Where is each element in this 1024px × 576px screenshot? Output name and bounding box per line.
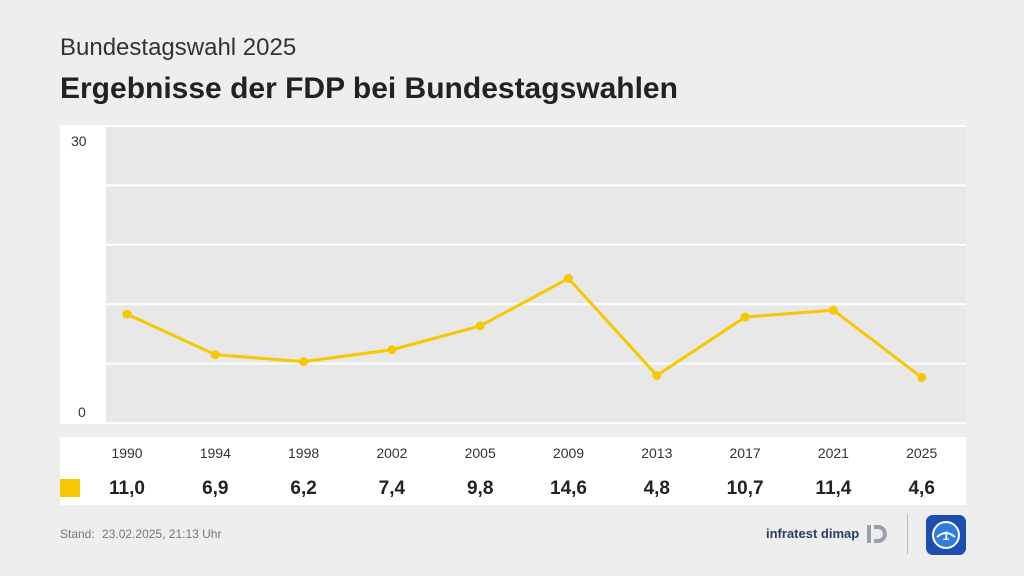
chart-title: Ergebnisse der FDP bei Bundestagswahlen bbox=[60, 72, 678, 105]
legend-swatch bbox=[60, 479, 80, 497]
data-point bbox=[299, 357, 309, 367]
data-label: 9,8 bbox=[466, 478, 494, 499]
tagesschau-icon: 1 bbox=[926, 515, 966, 555]
logo-divider bbox=[907, 514, 908, 554]
data-point bbox=[917, 372, 927, 382]
series-line bbox=[126, 276, 923, 379]
data-point bbox=[828, 305, 838, 315]
x-tick-label: 1994 bbox=[199, 445, 231, 461]
timestamp-label: Stand: bbox=[60, 527, 95, 541]
data-label: 7,4 bbox=[378, 478, 406, 499]
timestamp-value: 23.02.2025, 21:13 Uhr bbox=[102, 527, 222, 541]
data-point bbox=[564, 273, 573, 283]
data-label: 11,0 bbox=[109, 478, 145, 499]
timestamp: Stand: 23.02.2025, 21:13 Uhr bbox=[60, 527, 225, 541]
svg-text:1: 1 bbox=[943, 529, 950, 543]
x-tick-label: 2013 bbox=[641, 445, 673, 461]
data-label: 10,7 bbox=[726, 478, 764, 499]
data-label: 4,6 bbox=[908, 478, 935, 499]
infratest-dimap-logo: infratest dimap bbox=[766, 526, 860, 541]
x-tick-label: 2017 bbox=[729, 445, 761, 461]
plot-area bbox=[60, 126, 966, 423]
x-tick-label: 2025 bbox=[906, 445, 938, 461]
data-label: 6,9 bbox=[202, 478, 229, 499]
x-tick-label: 1998 bbox=[288, 445, 320, 461]
x-tick-label: 1990 bbox=[111, 445, 143, 461]
data-point bbox=[210, 350, 220, 360]
data-label: 4,8 bbox=[643, 478, 670, 499]
data-table bbox=[60, 437, 966, 505]
y-axis-band bbox=[60, 126, 106, 423]
y-tick-label: 30 bbox=[71, 133, 87, 149]
chart-supertitle: Bundestagswahl 2025 bbox=[60, 34, 297, 61]
x-tick-label: 2002 bbox=[376, 445, 408, 461]
infratest-dimap-icon bbox=[867, 525, 887, 543]
data-point bbox=[122, 309, 132, 319]
data-label: 6,2 bbox=[290, 478, 317, 499]
data-label: 14,6 bbox=[550, 478, 587, 499]
x-tick-label: 2009 bbox=[552, 445, 585, 461]
x-tick-label: 2005 bbox=[464, 445, 496, 461]
y-tick-label: 0 bbox=[78, 404, 86, 420]
data-point bbox=[652, 370, 662, 380]
data-point bbox=[387, 345, 397, 355]
x-tick-label: 2021 bbox=[817, 445, 849, 461]
data-point bbox=[740, 312, 750, 322]
data-label: 11,4 bbox=[815, 478, 852, 499]
data-point bbox=[475, 321, 485, 331]
